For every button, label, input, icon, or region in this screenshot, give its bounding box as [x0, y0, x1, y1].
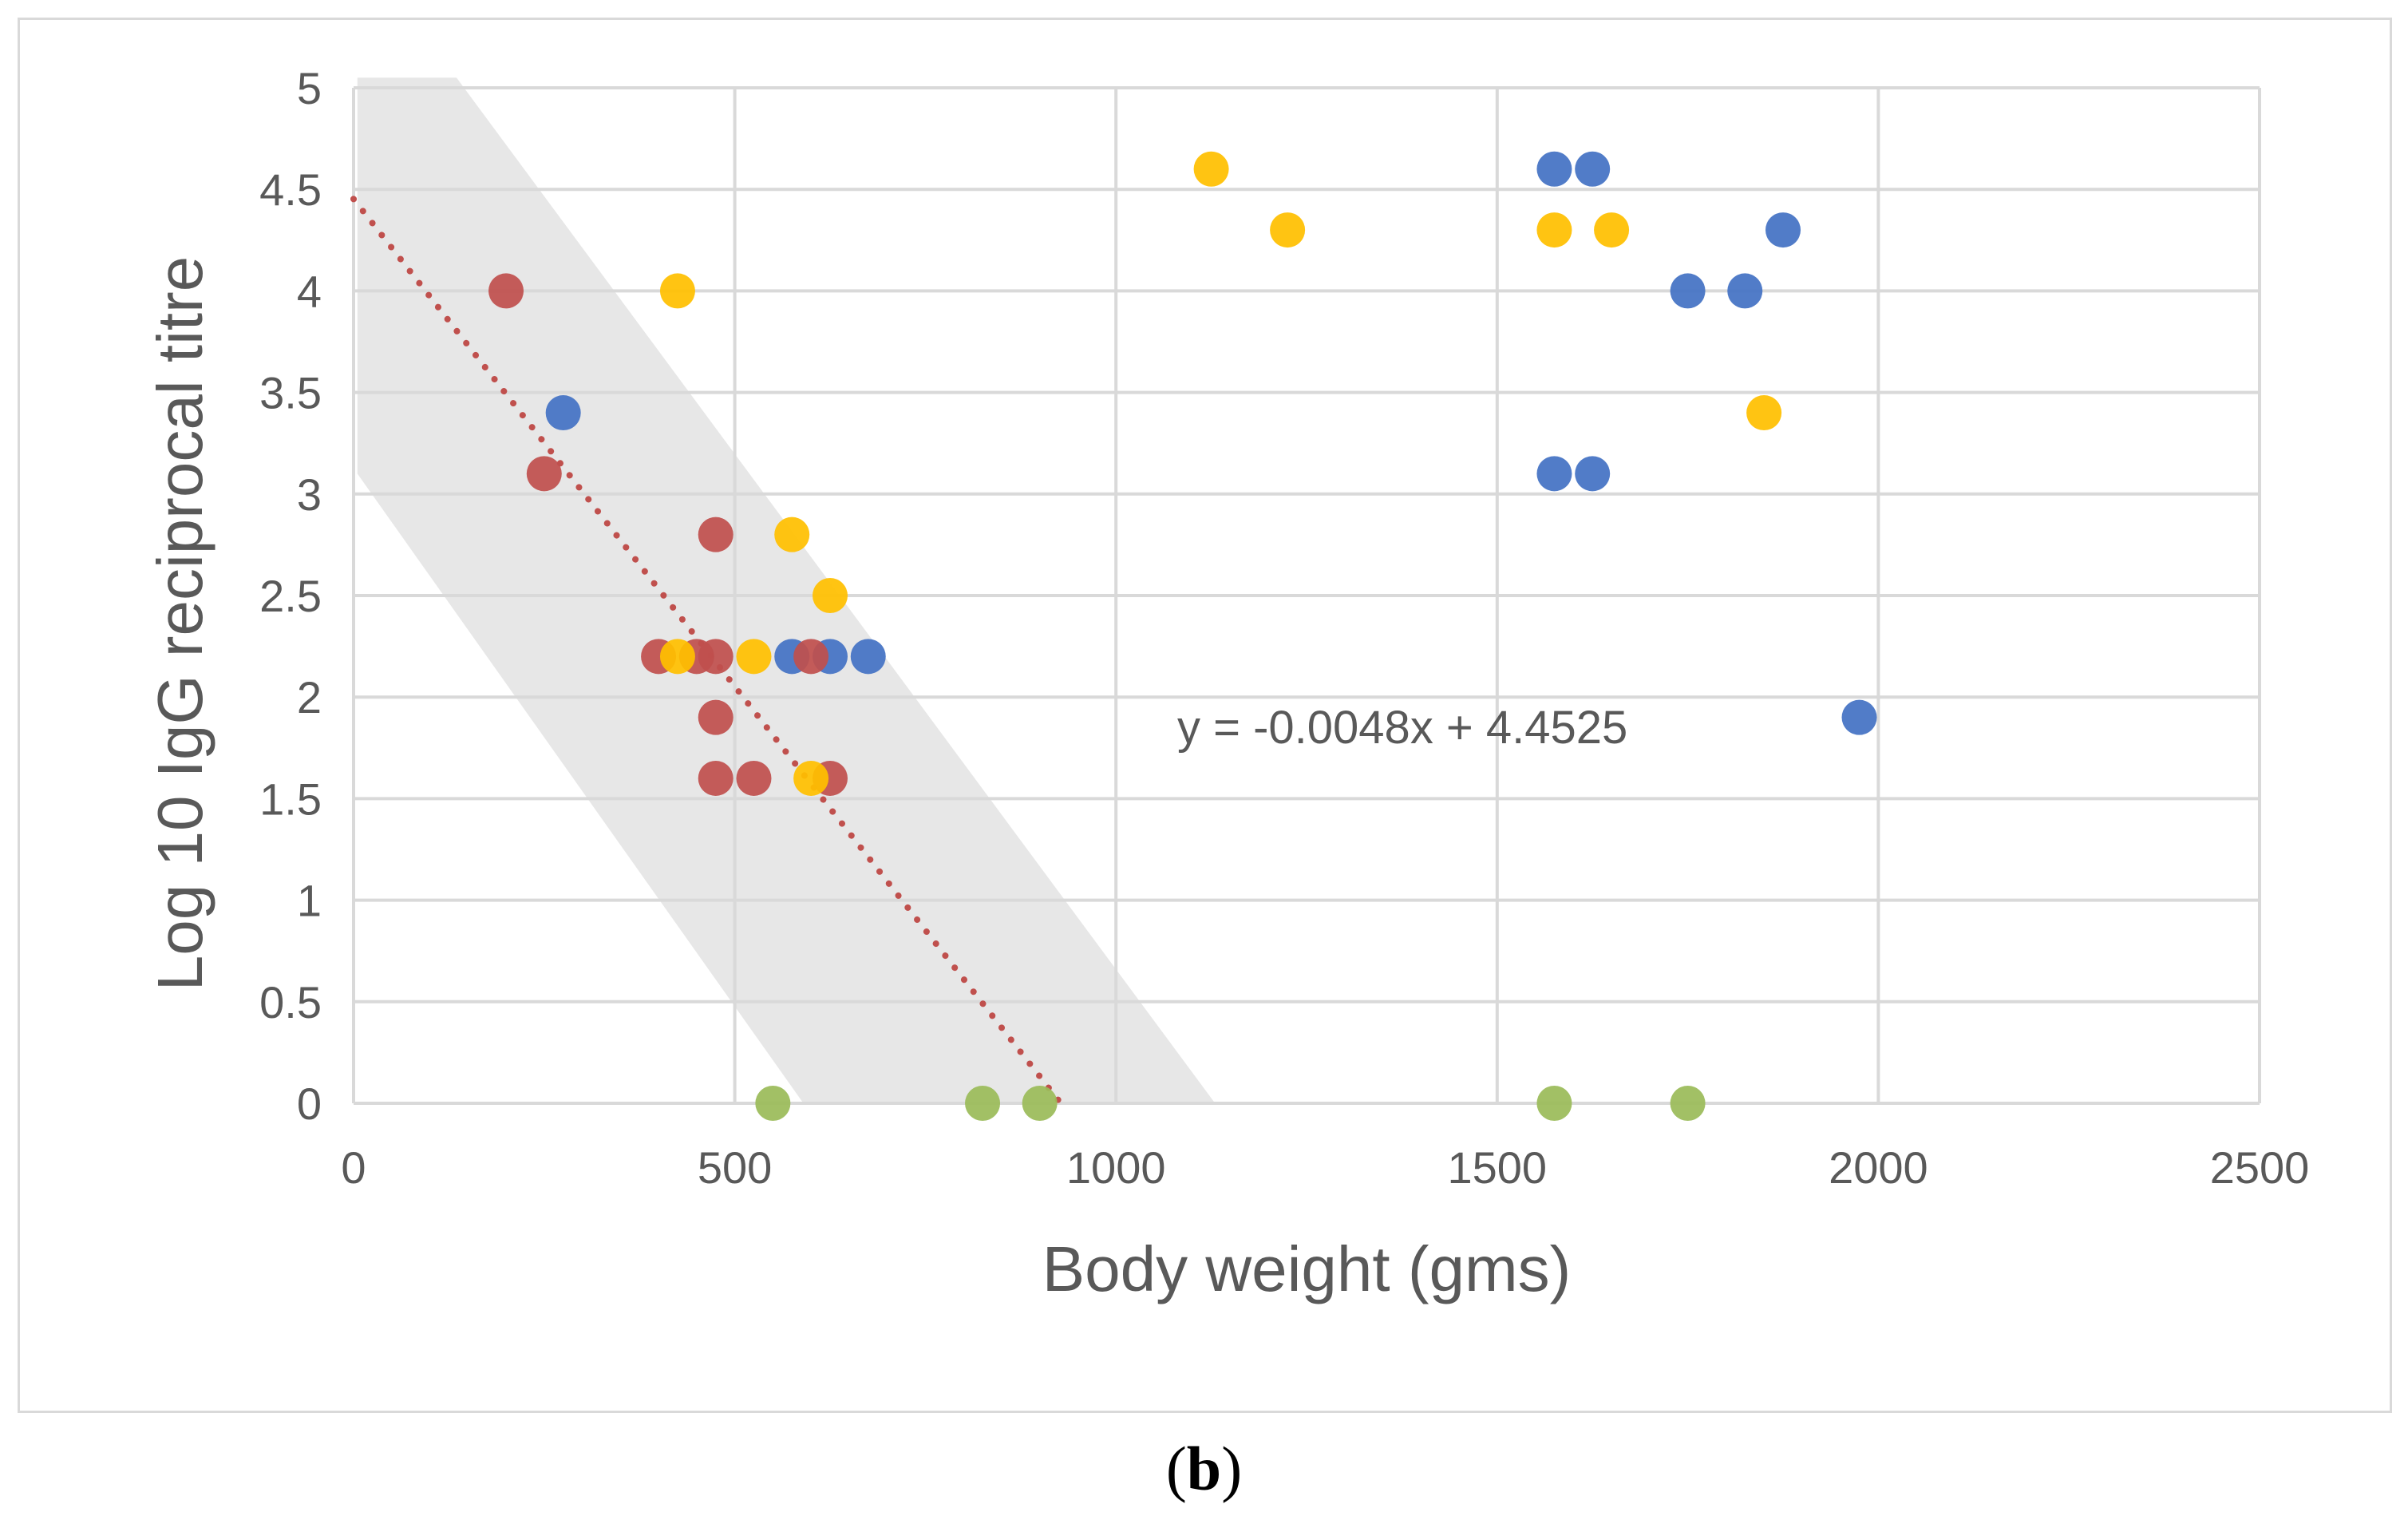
blue-data-point [1765, 212, 1801, 248]
y-tick-label: 0 [297, 1079, 322, 1129]
caption-open-paren: ( [1165, 1434, 1187, 1503]
red-data-point [793, 639, 829, 675]
yellow-data-point [813, 578, 848, 613]
red-data-point [526, 456, 562, 492]
y-tick-label: 1.5 [259, 774, 322, 824]
yellow-data-point [1193, 151, 1229, 187]
red-data-point [488, 273, 524, 309]
y-tick-label: 5 [297, 63, 322, 113]
x-tick-label: 500 [698, 1142, 772, 1193]
gridlines [352, 86, 2261, 1105]
y-tick-label: 4.5 [259, 164, 322, 215]
x-tick-label: 2500 [2210, 1142, 2310, 1193]
yellow-data-point [1594, 212, 1630, 248]
red-data-point [698, 760, 733, 796]
red-data-point [698, 639, 733, 675]
chart-frame: 0 0.5 1 1.5 2 2.5 3 3.5 4 4.5 5 0 500 1000 1500 2000 250… [18, 18, 2392, 1413]
y-tick-label: 3.5 [259, 368, 322, 418]
x-tick-label: 0 [341, 1142, 366, 1193]
confidence-band [357, 77, 1216, 1103]
y-tick-label: 3 [297, 469, 322, 520]
blue-data-point [1670, 273, 1706, 309]
y-tick-label: 2 [297, 672, 322, 722]
green-data-point [755, 1086, 791, 1121]
x-axis-title: Body weight (gms) [1042, 1233, 1571, 1304]
yellow-data-point [793, 760, 829, 796]
blue-data-point [1536, 456, 1572, 492]
blue-data-point [1727, 273, 1763, 309]
y-tick-label: 4 [297, 266, 322, 316]
caption-close-paren: ) [1221, 1434, 1243, 1503]
blue-data-point [545, 395, 581, 431]
yellow-data-point [659, 273, 695, 309]
yellow-data-point [1270, 212, 1306, 248]
figure-caption: (b) [0, 1433, 2408, 1505]
green-data-point [1536, 1086, 1572, 1121]
y-tick-label: 2.5 [259, 571, 322, 621]
yellow-data-point [659, 639, 695, 675]
x-tick-label: 1500 [1448, 1142, 1548, 1193]
caption-letter: b [1186, 1434, 1222, 1503]
data-points [488, 151, 1877, 1121]
blue-data-point [1575, 456, 1611, 492]
x-tick-label: 2000 [1829, 1142, 1928, 1193]
x-tick-label: 1000 [1066, 1142, 1166, 1193]
green-data-point [1670, 1086, 1706, 1121]
green-data-point [1022, 1086, 1058, 1121]
blue-data-point [1575, 151, 1611, 187]
yellow-data-point [1536, 212, 1572, 248]
green-data-point [965, 1086, 1001, 1121]
blue-data-point [1536, 151, 1572, 187]
yellow-data-point [774, 517, 810, 552]
trendline-equation: y = -0.0048x + 4.4525 [1177, 702, 1627, 754]
shaded-band-layer [357, 77, 1216, 1103]
blue-data-point [1841, 699, 1877, 735]
yellow-data-point [736, 639, 772, 675]
y-tick-label: 0.5 [259, 977, 322, 1027]
y-tick-label: 1 [297, 876, 322, 926]
red-data-point [698, 517, 733, 552]
red-data-point [698, 699, 733, 735]
y-axis-title: Log 10 IgG reciprocal titre [144, 256, 215, 991]
tick-labels: 0 0.5 1 1.5 2 2.5 3 3.5 4 4.5 5 0 500 1000 1500 2000 250… [259, 63, 2309, 1193]
scatter-chart: 0 0.5 1 1.5 2 2.5 3 3.5 4 4.5 5 0 500 1000 1500 2000 250… [144, 63, 2309, 1304]
blue-data-point [850, 639, 886, 675]
yellow-data-point [1746, 395, 1782, 431]
red-data-point [736, 760, 772, 796]
